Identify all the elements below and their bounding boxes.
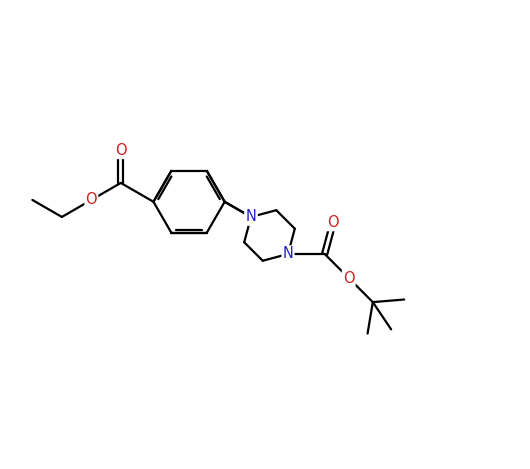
Text: N: N: [245, 210, 257, 225]
Text: N: N: [245, 210, 257, 225]
Text: O: O: [85, 192, 97, 207]
Text: N: N: [282, 247, 294, 262]
Text: O: O: [115, 143, 127, 158]
Text: O: O: [343, 271, 355, 286]
Text: O: O: [327, 215, 339, 230]
